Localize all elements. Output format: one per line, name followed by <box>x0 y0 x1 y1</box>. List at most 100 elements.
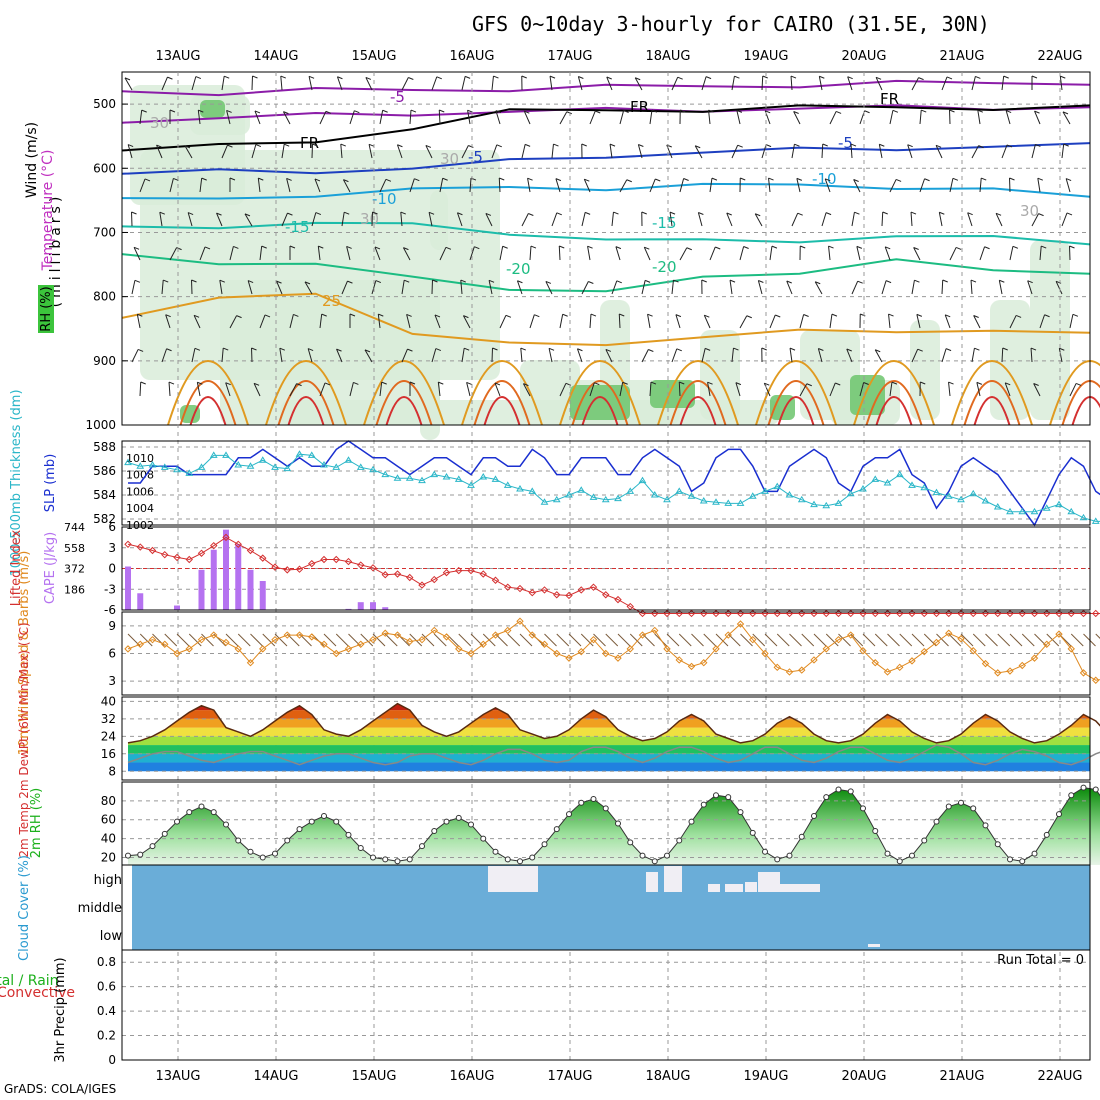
wind-barb-flag <box>1006 144 1013 148</box>
wind10m-line-point <box>945 629 953 637</box>
wind10m-barb <box>911 633 925 647</box>
wind-barb <box>281 144 285 159</box>
wind-barb-flag <box>435 348 442 352</box>
wind-barb <box>973 315 981 329</box>
wind-barb <box>559 111 568 125</box>
rh-line-point <box>210 809 217 816</box>
surface-contour <box>767 380 825 426</box>
li-line-point <box>332 555 340 564</box>
rh-line-point <box>149 843 156 850</box>
thickness-line-point <box>614 494 622 502</box>
wind10m-line-point <box>1092 676 1100 684</box>
wind-barb <box>340 144 343 159</box>
li-line-point <box>259 554 267 562</box>
contour-label: FR <box>300 134 319 152</box>
wind-barb-flag <box>981 177 987 181</box>
rh-line-point <box>161 830 168 837</box>
wind-barb <box>558 245 561 261</box>
wind-barb <box>707 382 711 397</box>
wind-barb-flag <box>768 177 774 181</box>
wind-barb-flag <box>488 279 495 283</box>
wind-barb <box>649 381 652 397</box>
wind-barb <box>379 382 383 397</box>
wind10m-barb <box>936 633 949 647</box>
surface-contour <box>679 396 717 426</box>
wind-barb <box>761 75 764 91</box>
wind10m-barb <box>874 633 888 647</box>
thickness-line <box>127 453 1100 522</box>
wind-barb <box>1037 178 1041 193</box>
wind10m-line-point <box>859 647 867 655</box>
wind-barb-flag <box>594 382 600 386</box>
wind-barb <box>259 314 266 329</box>
wind-barb <box>254 110 261 125</box>
cape-bar <box>370 602 376 610</box>
wind-barb <box>379 179 387 193</box>
wind-barb <box>282 111 291 125</box>
wind10m-line-point <box>577 647 585 656</box>
wind-barb <box>1031 213 1040 227</box>
surface-contour <box>581 396 619 426</box>
wind-barb-flag <box>445 246 452 250</box>
wind-barb-flag <box>347 280 353 284</box>
temp-band <box>128 718 1090 728</box>
high-cloud-block <box>758 872 780 892</box>
wind-barb-flag <box>219 279 225 283</box>
wind-barb-flag <box>252 75 258 79</box>
thickness-line-point <box>222 451 230 458</box>
thickness-line-point <box>932 488 941 496</box>
wind-barb <box>944 314 951 329</box>
wind-barb-flag <box>204 246 211 250</box>
ua-tick-label: 700 <box>93 225 116 239</box>
wind-barb-flag <box>315 212 322 216</box>
wind10m-line-point <box>516 617 524 625</box>
wind-barb-flag <box>584 178 590 182</box>
wind-barb <box>469 177 472 193</box>
wind-barb-flag <box>176 247 182 251</box>
wind-barb-flag <box>856 245 863 249</box>
wind-barb <box>244 213 253 227</box>
surface-contour <box>951 360 1033 426</box>
wind10m-line-point <box>957 635 965 643</box>
wind-barb <box>516 280 523 295</box>
wind-barb <box>136 314 141 329</box>
wind-barb <box>488 280 493 295</box>
surface-contour <box>277 380 335 426</box>
thickness-line-point <box>369 465 377 473</box>
ua-tick-label: 1000 <box>85 418 116 432</box>
wind-barb <box>791 213 799 227</box>
wind-barb <box>319 111 327 125</box>
wind10m-barb <box>948 633 962 647</box>
date-label-top: 14AUG <box>253 49 298 64</box>
wind-barb <box>499 246 504 261</box>
wind-barb-flag <box>755 213 761 217</box>
wind-barb <box>406 314 411 329</box>
wind-barb <box>280 76 283 91</box>
rh-line-point <box>798 833 805 840</box>
contour-label: -5 <box>390 88 405 106</box>
wind-barb-flag <box>952 177 959 181</box>
surface-contour <box>179 380 237 426</box>
wind-barb-flag <box>293 313 299 317</box>
thickness-line-point <box>785 491 794 498</box>
wind-barb-flag <box>761 347 767 351</box>
wind10m-barb <box>1095 633 1100 639</box>
contour-label: -10 <box>372 190 397 208</box>
wind10m-barb <box>997 633 1011 647</box>
thickness-line-point <box>822 501 831 509</box>
wind-barb <box>1065 178 1071 193</box>
date-label-top: 20AUG <box>841 49 886 64</box>
thickness-line-point <box>663 495 671 503</box>
wind-barb <box>729 280 733 295</box>
ua-rh-label: RH (%) <box>39 286 54 331</box>
wind-barb <box>671 348 678 363</box>
wind-label: 10m Wind Speed & Barbs (m/s) <box>17 551 32 756</box>
wind-barb-flag <box>493 75 499 79</box>
isotherm-0 <box>121 79 1091 97</box>
wind-barb <box>139 110 143 125</box>
rh-line-point <box>333 818 340 825</box>
wind-barb-flag <box>846 348 852 352</box>
contour-label: FR <box>880 90 899 108</box>
rh-line-point <box>688 818 695 825</box>
wind10m-barb <box>776 633 790 647</box>
